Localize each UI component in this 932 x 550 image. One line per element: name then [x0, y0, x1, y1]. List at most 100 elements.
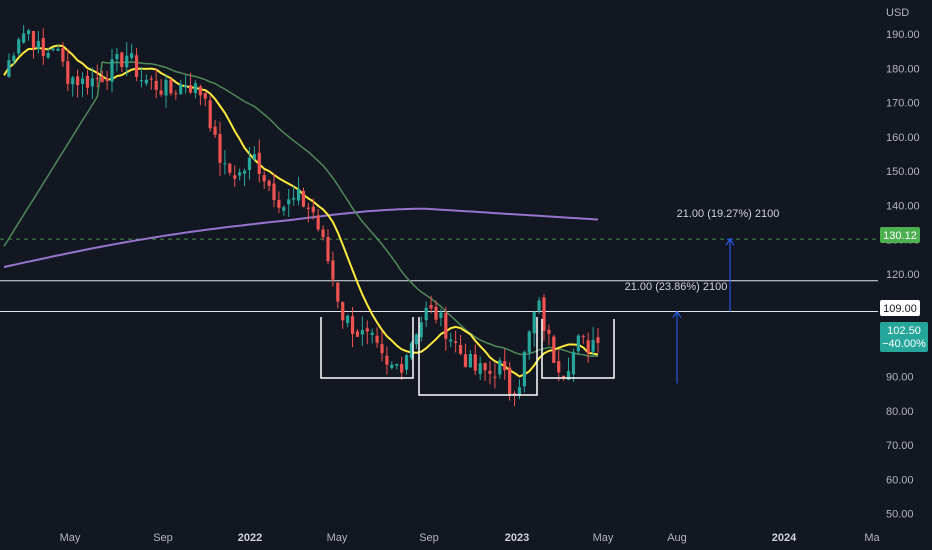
candle-body: [179, 84, 183, 95]
candle-body: [203, 92, 207, 99]
candle-body: [134, 55, 139, 77]
candle-body: [238, 172, 242, 176]
candle-body: [321, 229, 325, 238]
candle-body: [130, 53, 134, 59]
x-tick-label: 2024: [772, 532, 797, 544]
candle-body: [562, 375, 566, 379]
candle-body: [139, 80, 144, 82]
y-tick-label: 90.00: [886, 372, 914, 384]
candle-body: [174, 93, 178, 95]
candle-body: [547, 329, 551, 334]
candle-body: [282, 207, 286, 211]
candle-body: [115, 54, 119, 60]
x-tick-label: May: [60, 532, 81, 544]
candle-body: [296, 189, 301, 201]
candle-body: [184, 85, 188, 88]
last-price-label: 102.50 −40.00%: [880, 322, 928, 352]
candle-body: [287, 199, 291, 205]
candle-body: [365, 328, 369, 332]
base-bracket: [320, 317, 414, 379]
candle-body: [306, 207, 310, 209]
base-bracket: [541, 319, 615, 379]
y-tick-label: 170.00: [886, 98, 920, 110]
candle-body: [488, 370, 492, 374]
candle-body: [56, 48, 60, 51]
candle-body: [66, 61, 70, 84]
x-tick-label: Sep: [153, 532, 173, 544]
candle-body: [439, 312, 443, 318]
x-tick-label: Ma: [864, 532, 880, 544]
candle-body: [85, 75, 90, 88]
candle-body: [51, 48, 55, 51]
annotation-upper: 21.00 (19.27%) 2100: [677, 208, 780, 220]
target-price-text: 130.12: [883, 230, 917, 242]
candle-body: [213, 126, 217, 135]
candle-body: [331, 260, 335, 280]
y-tick-label: 70.00: [886, 440, 914, 452]
y-tick-label: 50.00: [886, 509, 914, 521]
candle-body: [12, 55, 16, 62]
candle-body: [277, 199, 281, 208]
candle-body: [257, 152, 261, 174]
x-tick-label: Sep: [419, 532, 439, 544]
resistance-price-bg: [880, 300, 920, 316]
candle-body: [517, 387, 522, 395]
candle-body: [22, 33, 26, 43]
candle-body: [498, 360, 502, 375]
candle-body: [512, 393, 517, 395]
candle-body: [159, 90, 163, 95]
fast-moving-average: [3, 44, 599, 378]
candle-body: [537, 300, 541, 311]
candle-body: [326, 237, 330, 262]
candle-body: [218, 133, 222, 163]
candle-body: [188, 85, 193, 93]
candle-body: [557, 361, 561, 373]
candle-body: [36, 41, 40, 49]
last-price-bg: [880, 322, 928, 352]
candle-body: [223, 163, 227, 165]
y-tick-label: 80.00: [886, 406, 914, 418]
y-axis[interactable]: 50.0060.0070.0080.0090.00100.00110.00120…: [886, 29, 920, 521]
candle-body: [473, 354, 477, 371]
candle-body: [444, 312, 448, 339]
measure-arrows: [672, 238, 735, 384]
candle-body: [419, 322, 423, 338]
candle-body: [26, 30, 31, 35]
candle-body: [483, 362, 487, 371]
candle-body: [542, 297, 546, 331]
last-price-change: −40.00%: [882, 338, 926, 350]
candle-body: [267, 180, 271, 186]
candle-body: [586, 340, 590, 354]
candle-body: [46, 52, 50, 58]
mid-moving-average: [3, 61, 599, 357]
y-tick-label: 60.00: [886, 474, 914, 486]
candle-body: [571, 351, 576, 375]
candle-body: [31, 31, 36, 49]
annotation-lower: 21.00 (23.86%) 2100: [625, 281, 728, 293]
candle-body: [169, 79, 173, 94]
x-axis[interactable]: May Sep 2022 May Sep 2023 May Aug 2024 Ma: [60, 532, 881, 544]
candle-body: [576, 335, 580, 352]
candle-body: [503, 361, 507, 371]
candle-body: [95, 78, 99, 80]
horizontal-lines: [0, 238, 878, 313]
candle-body: [41, 38, 45, 57]
candle-body: [341, 301, 345, 321]
candle-body: [301, 190, 306, 207]
base-bracket: [418, 317, 538, 396]
candle-body: [346, 315, 350, 324]
candle-body: [566, 371, 571, 380]
candle-body: [468, 354, 472, 368]
candle-body: [458, 344, 463, 354]
candle-body: [90, 78, 94, 87]
candle-body: [532, 311, 536, 334]
candle-body: [360, 330, 364, 335]
candle-body: [193, 83, 198, 94]
candle-body: [292, 197, 296, 200]
x-tick-label: May: [327, 532, 348, 544]
x-tick-label: May: [593, 532, 614, 544]
candle-body: [527, 331, 531, 353]
candle-body: [434, 306, 438, 320]
y-tick-label: 150.00: [886, 166, 920, 178]
